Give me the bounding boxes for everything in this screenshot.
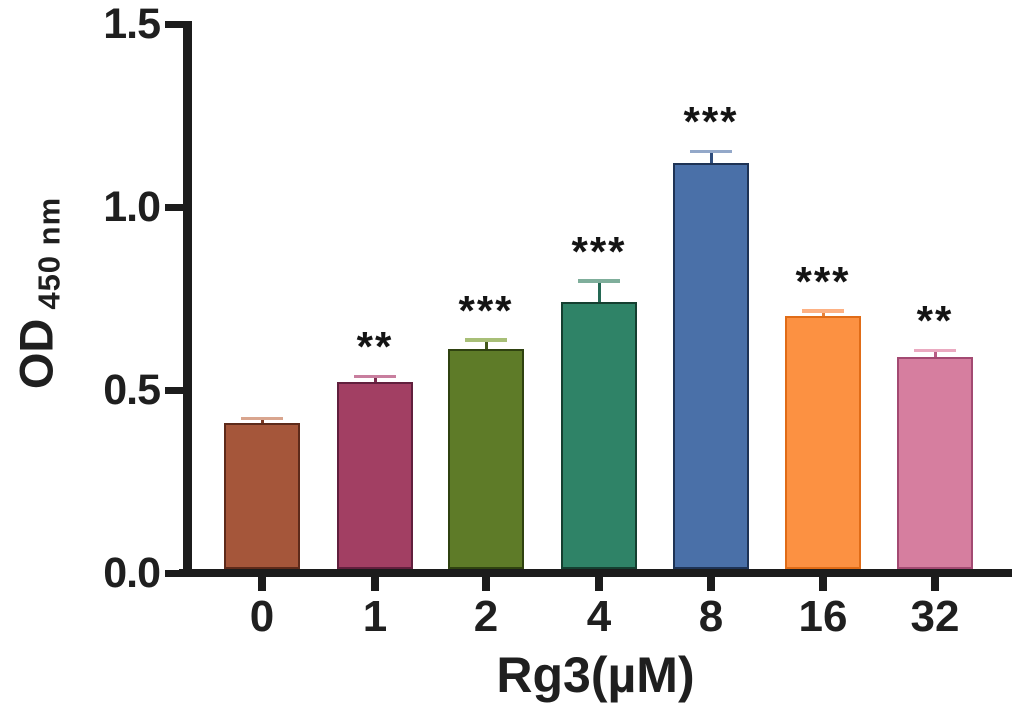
y-axis-line	[183, 21, 192, 577]
bar-8uM	[673, 162, 749, 569]
x-tick-label-1: 1	[362, 592, 388, 641]
x-tick-label-32: 32	[910, 592, 960, 641]
error-bar-stem-32uM	[933, 350, 937, 360]
bar-1uM	[337, 382, 413, 569]
x-tick-label-4: 4	[586, 592, 612, 641]
error-bar-cap-0uM	[241, 416, 283, 421]
x-tick-label-2: 2	[473, 592, 499, 641]
bar-16uM	[785, 316, 861, 569]
bar-32uM	[897, 356, 973, 569]
significance-4uM: ***	[571, 227, 627, 275]
x-tick-32	[931, 577, 939, 591]
x-tick-8	[707, 577, 715, 591]
y-tick-0.0	[165, 569, 183, 577]
error-bar-stem-1uM	[373, 376, 377, 386]
y-tick-0.5	[165, 386, 183, 394]
error-bar-cap-2uM	[465, 338, 507, 342]
error-bar-stem-16uM	[821, 310, 825, 320]
bar-4uM	[561, 301, 637, 569]
significance-32uM: **	[916, 297, 954, 345]
error-bar-stem-2uM	[484, 339, 488, 353]
significance-8uM: ***	[683, 98, 739, 146]
x-tick-1	[371, 577, 379, 591]
x-tick-4	[595, 577, 603, 591]
error-bar-stem-8uM	[709, 151, 713, 166]
bar-0uM	[224, 422, 300, 569]
x-tick-16	[819, 577, 827, 591]
y-tick-label-0.0: 0.0	[103, 549, 161, 597]
x-tick-0	[258, 577, 266, 591]
error-bar-cap-16uM	[802, 309, 844, 313]
x-axis-title: Rg3(µM)	[496, 647, 695, 703]
error-bar-cap-4uM	[578, 279, 620, 283]
x-tick-label-0: 0	[249, 592, 275, 641]
error-bar-cap-1uM	[354, 374, 396, 379]
x-tick-label-16: 16	[798, 592, 848, 641]
significance-2uM: ***	[458, 286, 514, 334]
error-bar-cap-32uM	[914, 348, 956, 353]
error-bar-cap-8uM	[690, 149, 732, 154]
x-tick-2	[482, 577, 490, 591]
y-tick-label-1.5: 1.5	[103, 0, 161, 48]
x-axis-line	[179, 569, 1012, 577]
bar-2uM	[448, 349, 524, 569]
y-tick-label-0.5: 0.5	[103, 366, 161, 414]
y-tick-1.5	[165, 20, 183, 28]
y-tick-1.0	[165, 203, 183, 211]
error-bar-stem-0uM	[260, 418, 264, 426]
x-tick-label-8: 8	[698, 592, 724, 641]
y-tick-label-1.0: 1.0	[103, 183, 161, 231]
significance-1uM: **	[356, 323, 394, 371]
error-bar-stem-4uM	[597, 280, 601, 305]
significance-16uM: ***	[795, 257, 851, 305]
